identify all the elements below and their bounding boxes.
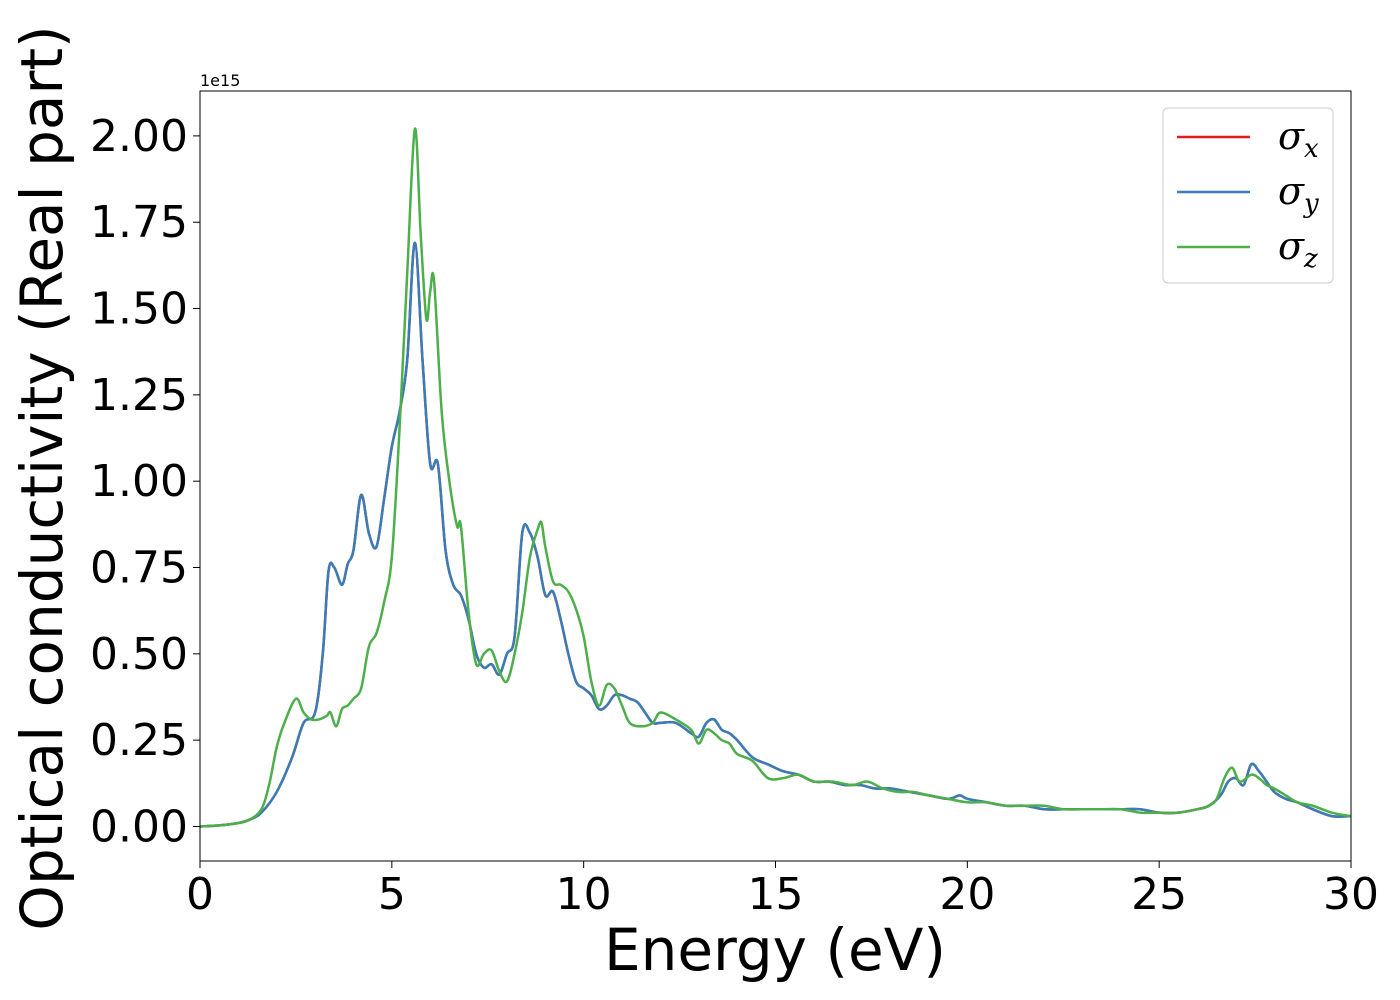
x-tick-label: 0 <box>186 869 214 920</box>
y-tick-label: 1.75 <box>90 197 188 248</box>
x-tick-label: 30 <box>1323 869 1379 920</box>
x-tick-label: 25 <box>1131 869 1187 920</box>
legend-label-y: σy <box>1278 169 1319 219</box>
x-axis-label: Energy (eV) <box>604 916 946 984</box>
series-line-y <box>199 241 1352 828</box>
series-layer <box>199 127 1352 828</box>
y-offset-label: 1e15 <box>200 71 240 90</box>
y-tick-label: 0.75 <box>90 543 188 594</box>
legend-box <box>1162 107 1334 284</box>
x-tick-label: 15 <box>748 869 804 920</box>
legend-label-z: σz <box>1278 224 1318 274</box>
series-line-z <box>199 127 1352 828</box>
legend-label-x: σx <box>1278 114 1319 164</box>
x-tick-label: 5 <box>378 869 406 920</box>
y-tick-label: 1.25 <box>90 370 188 421</box>
y-tick-label: 0.50 <box>90 629 188 680</box>
x-axis: 0 5 10 15 20 25 30 <box>186 861 1379 920</box>
y-tick-label: 0.25 <box>90 715 188 766</box>
y-tick-label: 0.00 <box>90 801 188 852</box>
y-axis-label: Optical conductivity (Real part) <box>8 25 76 930</box>
y-axis: 0.00 0.25 0.50 0.75 1.00 1.25 1.50 1.75 2.00 <box>90 111 200 852</box>
y-tick-label: 2.00 <box>90 111 188 162</box>
x-tick-label: 10 <box>556 869 612 920</box>
y-tick-label: 1.00 <box>90 456 188 507</box>
y-tick-label: 1.50 <box>90 284 188 335</box>
x-tick-label: 20 <box>939 869 995 920</box>
